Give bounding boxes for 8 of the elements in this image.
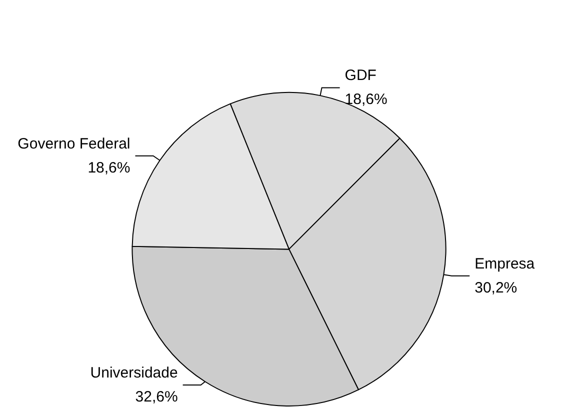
data-label: 18,6% [344, 91, 388, 108]
data-label: 32,6% [135, 388, 178, 406]
slice-label: Governo Federal [18, 135, 130, 152]
slice-label: Empresa [474, 255, 536, 272]
data-label: 30,2% [474, 279, 518, 296]
data-label: 18,6% [88, 159, 130, 176]
slice-label: GDF [344, 67, 376, 84]
slice-label: Universidade [90, 364, 178, 382]
